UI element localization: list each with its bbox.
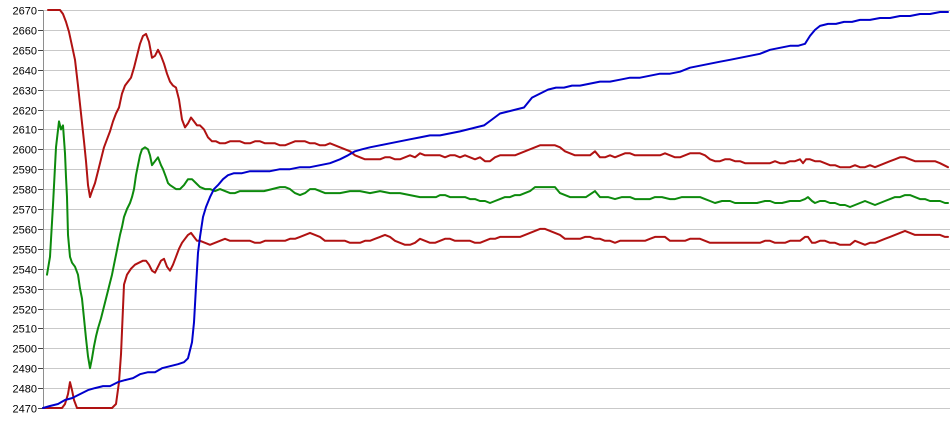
- y-axis-tick-label: 2570: [13, 205, 37, 217]
- y-axis-tick-label: 2530: [13, 285, 37, 297]
- y-axis-tick-label: 2500: [13, 344, 37, 356]
- y-axis-tick-label: 2600: [13, 145, 37, 157]
- y-axis-tick-label: 2580: [13, 185, 37, 197]
- y-axis-tick-label: 2470: [13, 404, 37, 416]
- y-axis-tick-label: 2630: [13, 86, 37, 98]
- y-axis-tick-label: 2640: [13, 66, 37, 78]
- series-lower-red-band: [42, 227, 949, 409]
- series-blue-rising-line: [42, 11, 949, 409]
- y-axis-tick-label: 2540: [13, 265, 37, 277]
- y-axis-tick-label: 2560: [13, 225, 37, 237]
- y-axis-tick-label: 2610: [13, 125, 37, 137]
- y-axis-tick-label: 2550: [13, 245, 37, 257]
- y-axis-tick-label: 2490: [13, 364, 37, 376]
- y-axis-tick-label: 2520: [13, 305, 37, 317]
- series-upper-red-band: [47, 9, 949, 199]
- y-axis-tick-label: 2620: [13, 106, 37, 118]
- y-axis-tick-label: 2670: [13, 6, 37, 18]
- y-axis-tick-label: 2660: [13, 26, 37, 38]
- series-green-middle-line: [46, 120, 949, 370]
- y-axis-tick-label: 2510: [13, 324, 37, 336]
- y-axis-tick-label: 2480: [13, 384, 37, 396]
- y-axis-tick-label: 2590: [13, 165, 37, 177]
- y-axis-tick-label: 2650: [13, 46, 37, 58]
